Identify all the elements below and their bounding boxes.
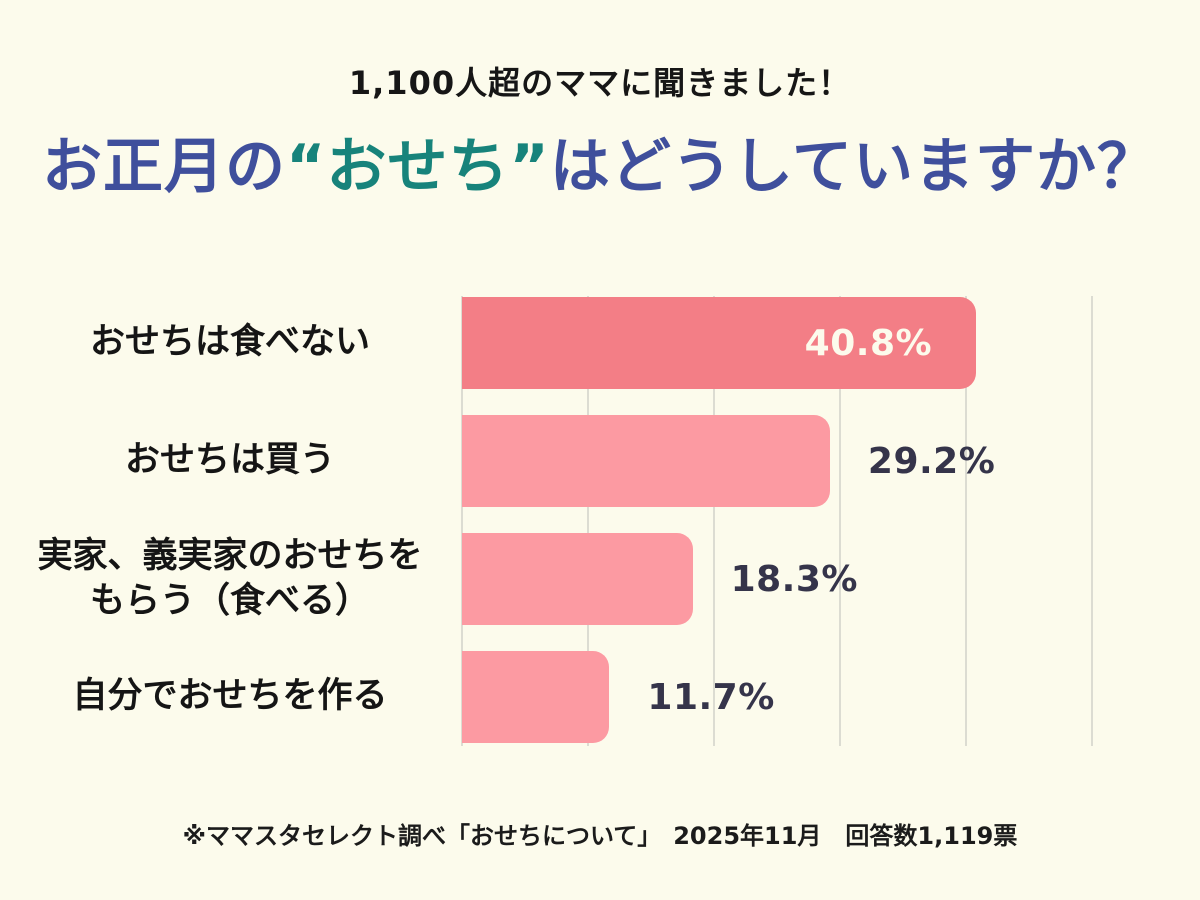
title-highlight: “おせち” [285,132,550,202]
category-label: おせちは食べない [89,322,370,363]
page-title: お正月の“おせち”はどうしていますか？ [0,128,1200,206]
bar: 40.8% [462,297,977,389]
source-note: ※ママスタセレクト調べ「おせちについて」 2025年11月 回答数1,119票 [182,822,1018,850]
gridline [1091,296,1093,746]
survey-subtitle: 1,100人超のママに聞きました！ [348,64,852,102]
bar [462,533,693,625]
category-label: おせちは買う [124,440,335,481]
gridline [839,296,841,746]
category-label: 自分でおせちを作る [72,676,388,717]
value-label: 40.8% [804,322,933,364]
bar [462,651,610,743]
value-label: 29.2% [867,440,996,482]
gridline [587,296,589,746]
title-part1: お正月の [41,132,286,202]
gridline [965,296,967,746]
gridline [461,296,463,746]
gridline [713,296,715,746]
title-part2: はどうしていますか？ [549,132,1159,202]
bar [462,415,830,507]
value-label: 18.3% [730,558,858,600]
category-label: 実家、義実家のおせちを もらう（食べる） [37,535,423,622]
value-label: 11.7% [647,676,775,718]
